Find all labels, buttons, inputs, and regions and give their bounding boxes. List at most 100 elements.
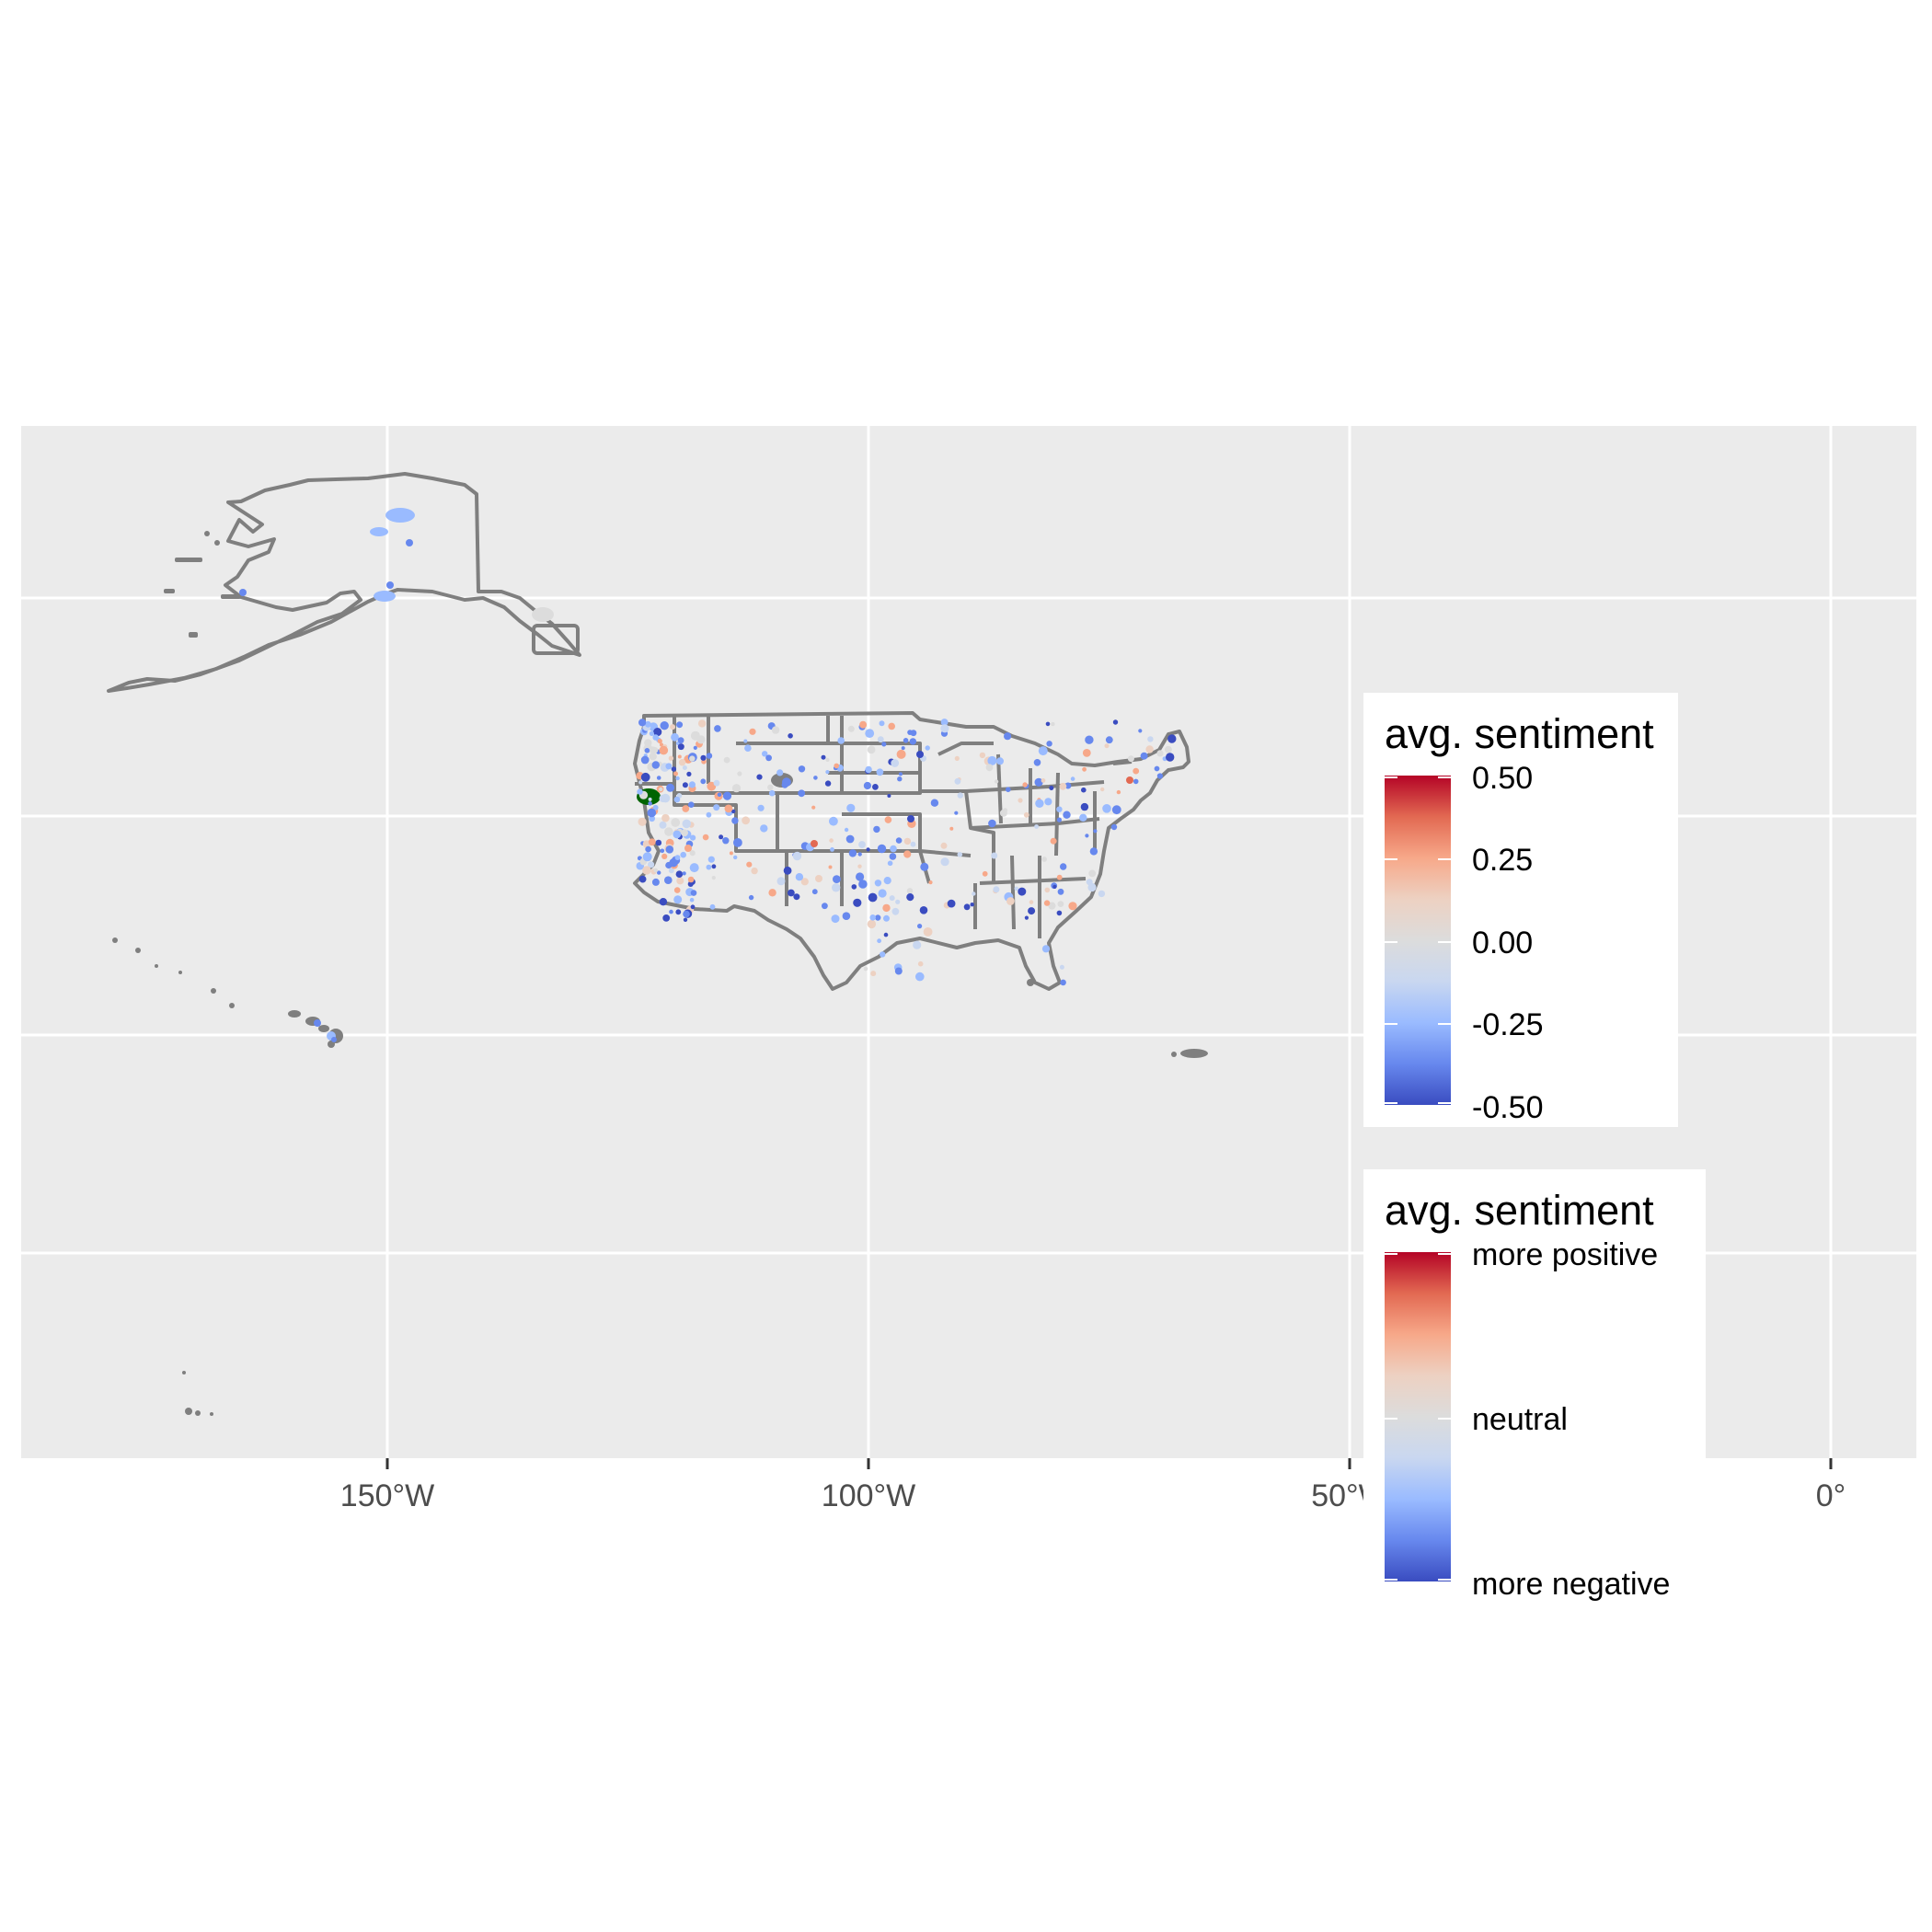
sentiment-point	[682, 819, 692, 829]
sentiment-point	[788, 889, 795, 897]
sentiment-point	[869, 914, 876, 921]
sentiment-point	[895, 837, 903, 844]
sentiment-point	[875, 914, 881, 921]
sentiment-point	[719, 834, 724, 840]
sentiment-point	[1140, 752, 1148, 760]
sentiment-point	[668, 755, 674, 761]
sentiment-point	[664, 827, 673, 836]
sentiment-point	[648, 797, 652, 801]
sentiment-point	[642, 852, 652, 862]
sentiment-point	[897, 776, 903, 782]
sentiment-point	[1079, 813, 1087, 822]
sentiment-point	[883, 914, 890, 922]
sentiment-point	[669, 909, 673, 914]
sentiment-point	[682, 871, 686, 876]
sentiment-point	[706, 811, 712, 818]
sentiment-point	[706, 864, 712, 870]
sentiment-point	[788, 733, 793, 739]
sentiment-point	[940, 842, 948, 849]
sentiment-point	[1060, 979, 1066, 986]
alaska-outline	[107, 472, 581, 693]
sentiment-point	[1133, 767, 1140, 775]
sentiment-point	[824, 780, 832, 787]
sentiment-point	[891, 907, 900, 915]
sentiment-point	[910, 730, 917, 737]
sentiment-point	[847, 725, 855, 732]
sentiment-point	[687, 881, 694, 887]
sentiment-point	[891, 759, 900, 767]
sentiment-point	[1035, 799, 1044, 808]
sentiment-point	[881, 742, 887, 747]
sentiment-point	[673, 895, 683, 904]
sentiment-point	[1024, 915, 1029, 920]
sentiment-point	[909, 738, 916, 745]
sentiment-point	[700, 778, 707, 785]
sentiment-point	[644, 739, 652, 747]
sentiment-point	[877, 938, 881, 944]
sentiment-point	[760, 824, 768, 833]
sentiment-point	[1167, 734, 1177, 743]
sentiment-point	[896, 749, 906, 759]
sentiment-point	[982, 870, 988, 877]
sentiment-point	[682, 782, 688, 788]
sentiment-point	[957, 852, 963, 857]
sentiment-point	[648, 801, 652, 806]
x-axis: 150°W 100°W 50°W 0°	[340, 1458, 1846, 1513]
sentiment-point	[748, 894, 754, 901]
sentiment-point	[664, 876, 673, 884]
sentiment-point	[1060, 863, 1067, 870]
sentiment-point	[1029, 900, 1034, 904]
sentiment-point	[1052, 884, 1057, 890]
sentiment-point	[954, 811, 959, 815]
sentiment-point	[813, 776, 818, 780]
sentiment-point	[867, 745, 876, 754]
sentiment-point	[844, 827, 849, 833]
sentiment-point	[894, 967, 903, 975]
sentiment-point	[709, 903, 716, 910]
sentiment-point	[1048, 902, 1056, 910]
sentiment-point	[640, 755, 650, 765]
sentiment-point	[853, 898, 862, 907]
sentiment-point	[930, 799, 939, 807]
sentiment-point	[638, 817, 647, 826]
sentiment-point	[859, 720, 868, 729]
sentiment-point	[668, 868, 674, 874]
sentiment-point	[756, 774, 763, 780]
sentiment-point	[731, 809, 736, 814]
sentiment-point	[647, 808, 657, 818]
sentiment-point	[1085, 735, 1094, 744]
sentiment-point	[868, 892, 878, 903]
sentiment-point	[1050, 837, 1057, 845]
sentiment-point	[651, 878, 660, 886]
sentiment-point	[928, 880, 933, 885]
sentiment-point	[675, 776, 680, 781]
sentiment-point	[744, 744, 752, 752]
sentiment-point	[821, 754, 826, 760]
sentiment-point	[887, 860, 893, 867]
sentiment-point	[713, 804, 720, 811]
sentiment-point	[919, 906, 928, 914]
sentiment-point	[857, 864, 862, 868]
sentiment-point	[687, 876, 695, 883]
sentiment-point	[903, 837, 912, 845]
sentiment-point	[671, 818, 681, 827]
sentiment-point	[825, 757, 830, 763]
sentiment-point	[724, 804, 733, 813]
sentiment-point	[913, 940, 922, 949]
sentiment-point	[858, 880, 868, 889]
sentiment-point	[915, 972, 925, 982]
sentiment-point	[878, 889, 887, 898]
sentiment-point	[659, 794, 667, 803]
sentiment-point	[1133, 778, 1139, 785]
sentiment-point	[988, 819, 996, 828]
legend-qualitative-label-negative: more negative	[1472, 1567, 1670, 1602]
sentiment-point	[1034, 777, 1043, 787]
sentiment-point	[682, 765, 687, 770]
sentiment-point	[1003, 808, 1008, 813]
sentiment-point	[889, 853, 897, 860]
sentiment-point	[798, 765, 806, 773]
sentiment-point	[1081, 787, 1087, 793]
sentiment-point	[1023, 811, 1029, 818]
sentiment-point	[700, 754, 707, 761]
sentiment-point	[828, 865, 833, 869]
